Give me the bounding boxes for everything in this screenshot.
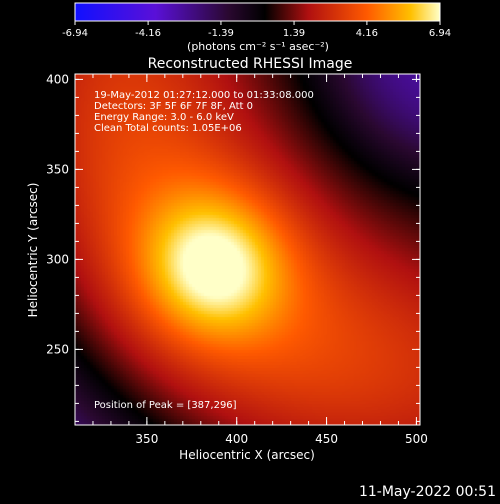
y-tick-label: 300 [46,252,69,266]
annotation-line: Detectors: 3F 5F 6F 7F 8F, Att 0 [94,101,253,112]
y-tick-label: 400 [46,72,69,86]
colorbar-tick-label: -1.39 [208,28,234,39]
colorbar-unit-label: (photons cm⁻² s⁻¹ asec⁻²) [187,40,329,53]
peak-label: Position of Peak = [387,296] [94,400,237,411]
plot-frame [74,73,421,426]
colorbar-tick-label: -6.94 [62,28,88,39]
heatmap-image [75,74,420,425]
y-axis-label: Heliocentric Y (arcsec) [26,183,40,318]
annotation-line: Energy Range: 3.0 - 6.0 keV [94,112,234,123]
colorbar [74,2,441,22]
x-axis-label: Heliocentric X (arcsec) [179,448,315,462]
annotation-line: 19-May-2012 01:27:12.000 to 01:33:08.000 [94,90,314,101]
annotation-line: Clean Total counts: 1.05E+06 [94,123,242,134]
colorbar-tick-label: 6.94 [429,28,451,39]
x-tick-label: 400 [225,432,248,446]
chart-title: Reconstructed RHESSI Image [148,56,353,72]
footer-timestamp: 11-May-2022 00:51 [359,484,496,500]
colorbar-ticks: -6.94 -4.16 -1.39 1.39 4.16 6.94 [62,21,451,39]
x-tick-label: 350 [135,432,158,446]
annotations: 19-May-2012 01:27:12.000 to 01:33:08.000… [94,90,314,134]
plot-axes: 350 400 450 500 250 300 350 400 [46,72,428,446]
colorbar-tick-label: 4.16 [356,28,378,39]
colorbar-tick-label: -4.16 [135,28,161,39]
colorbar-tick-label: 1.39 [283,28,305,39]
y-tick-label: 350 [46,162,69,176]
y-tick-label: 250 [46,342,69,356]
x-tick-label: 450 [315,432,338,446]
x-tick-label: 500 [405,432,428,446]
